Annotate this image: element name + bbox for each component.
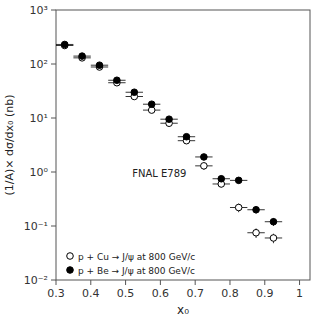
x-tick-label: 1	[296, 287, 303, 300]
y-tick	[51, 118, 56, 119]
point	[218, 175, 225, 182]
x-tick	[264, 280, 265, 285]
point	[253, 206, 260, 213]
legend-label: p + Cu → J/ψ at 800 GeV/c	[78, 252, 195, 262]
point	[183, 133, 190, 140]
plot-frame	[56, 10, 310, 280]
x-tick	[299, 280, 300, 285]
legend-marker	[67, 253, 74, 260]
x-tick-label: 0.7	[186, 287, 204, 300]
x-tick	[90, 280, 91, 285]
background	[0, 0, 320, 320]
legend-label: p + Be → J/ψ at 800 GeV/c	[78, 266, 195, 276]
chart: 0.3 0.4 0.5 0.6 0.7 0.8 0.9 1 10⁻² 10⁻¹ 10⁰ 10¹ 10² 1…	[0, 0, 320, 320]
axis-ticks: 0.3 0.4 0.5 0.6 0.7 0.8 0.9 1 10⁻² 10⁻¹ 10⁰ 10¹ 10² 1…	[24, 4, 303, 300]
point	[235, 204, 242, 211]
x-tick-label: 0.9	[256, 287, 274, 300]
series	[56, 42, 282, 243]
point	[96, 62, 103, 69]
y-tick-label: 10⁻²	[24, 274, 48, 287]
point	[79, 53, 86, 60]
x-tick-label: 0.5	[117, 287, 135, 300]
point	[201, 163, 208, 170]
series	[56, 41, 282, 226]
x-axis-label: x₀	[177, 303, 189, 317]
point	[148, 101, 155, 108]
point	[201, 154, 208, 161]
y-tick	[51, 172, 56, 173]
plot-data	[56, 41, 282, 243]
y-tick-label: 10¹	[30, 112, 48, 125]
y-tick	[51, 64, 56, 65]
y-tick-label: 10⁻¹	[24, 220, 48, 233]
x-tick	[125, 280, 126, 285]
point	[166, 116, 173, 123]
point	[235, 177, 242, 184]
y-tick	[51, 10, 56, 11]
point	[270, 235, 277, 242]
point	[61, 41, 68, 48]
x-tick	[160, 280, 161, 285]
y-axis-label: (1/A)× dσ/dx₀ (nb)	[3, 94, 16, 195]
annotation: FNAL E789	[132, 168, 186, 179]
y-tick	[51, 280, 56, 281]
point	[114, 77, 121, 84]
point	[131, 89, 138, 96]
x-tick-label: 0.4	[82, 287, 100, 300]
x-tick-label: 0.6	[152, 287, 170, 300]
y-tick-label: 10⁰	[30, 166, 49, 179]
x-tick-label: 0.8	[221, 287, 239, 300]
point	[270, 218, 277, 225]
x-tick	[56, 280, 57, 285]
y-tick-label: 10³	[30, 4, 48, 17]
legend-marker	[67, 267, 74, 274]
x-tick	[229, 280, 230, 285]
y-tick-label: 10²	[30, 58, 48, 71]
point	[253, 229, 260, 236]
x-tick-label: 0.3	[47, 287, 65, 300]
legend: p + Cu → J/ψ at 800 GeV/c p + Be → J/ψ at…	[67, 252, 196, 276]
y-tick	[51, 226, 56, 227]
x-tick	[195, 280, 196, 285]
